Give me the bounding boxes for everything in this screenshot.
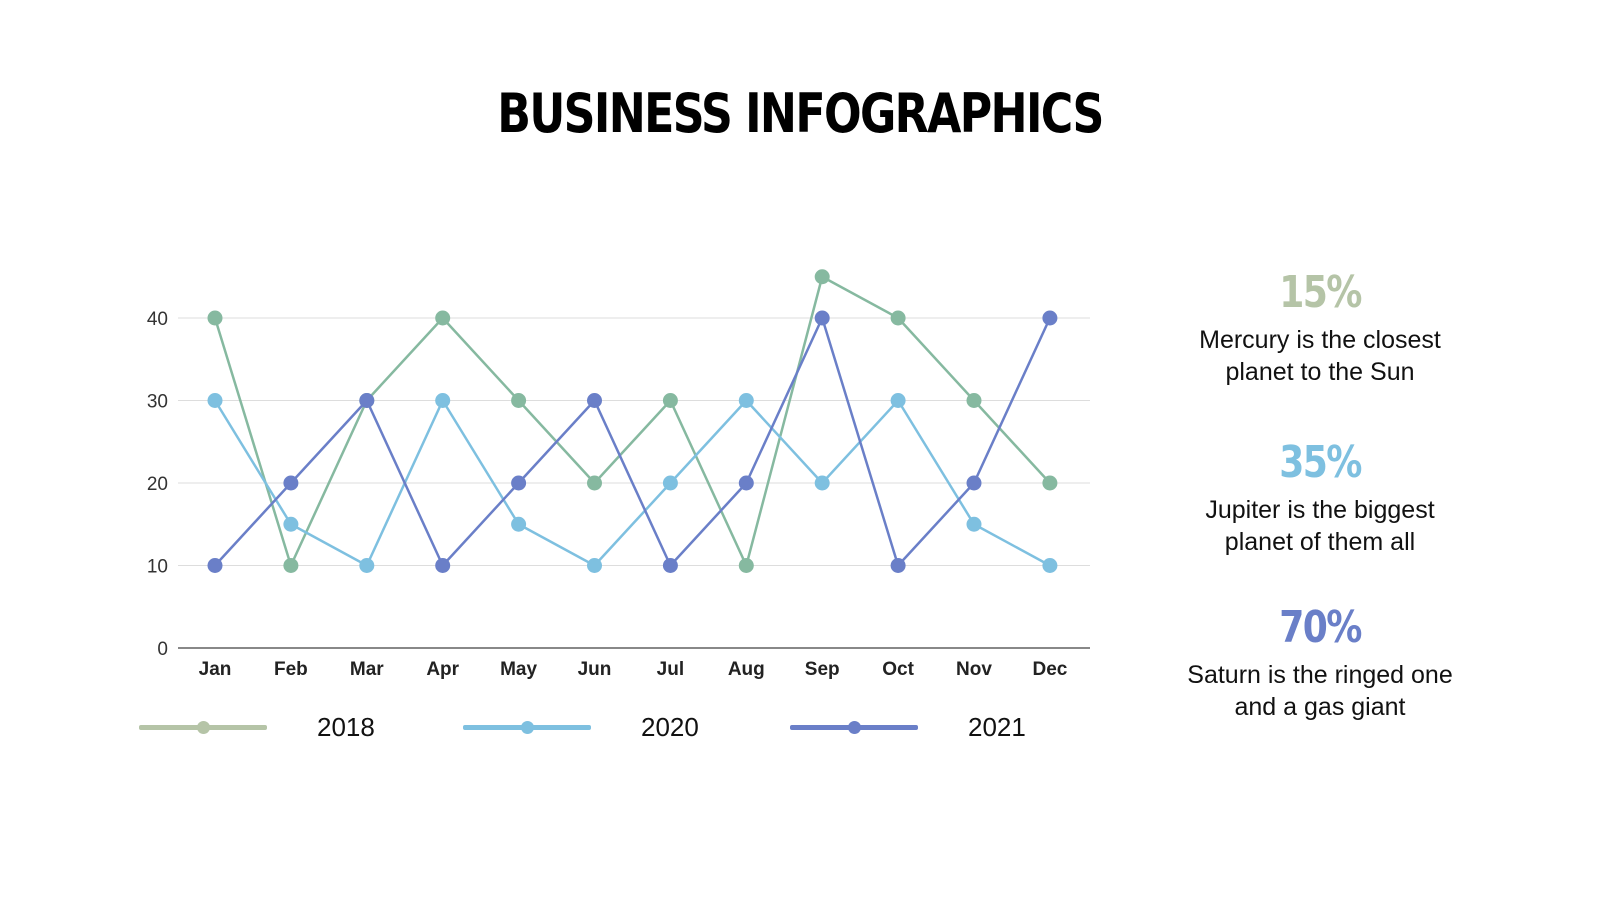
data-point-2018 bbox=[738, 558, 754, 573]
x-tick-label: May bbox=[500, 659, 537, 680]
page-title: BUSINESS INFOGRAPHICS bbox=[497, 82, 1104, 145]
data-point-2018 bbox=[890, 310, 906, 326]
legend-label-2018: 2018 bbox=[317, 712, 375, 742]
y-tick-label: 0 bbox=[157, 639, 168, 660]
x-tick-label: Apr bbox=[426, 659, 459, 680]
data-point-2020 bbox=[662, 475, 678, 491]
data-point-2021 bbox=[814, 310, 830, 326]
data-point-2021 bbox=[966, 475, 982, 491]
legend-label-2020: 2020 bbox=[641, 712, 699, 742]
data-point-2021 bbox=[511, 475, 527, 491]
x-tick-label: Jan bbox=[199, 659, 232, 680]
stat-mercury: 15% Mercury is the closest planet to the… bbox=[1170, 268, 1470, 388]
stat-text: Saturn is the ringed one and a gas giant bbox=[1187, 661, 1453, 721]
x-tick-label: Sep bbox=[805, 659, 840, 680]
data-point-2018 bbox=[662, 393, 678, 408]
data-point-2020 bbox=[587, 558, 602, 573]
data-point-2020 bbox=[814, 475, 830, 491]
data-point-2021 bbox=[738, 475, 754, 491]
x-tick-label: Dec bbox=[1032, 659, 1067, 680]
data-point-2021 bbox=[587, 393, 602, 408]
x-tick-label: Oct bbox=[882, 659, 914, 680]
data-point-2020 bbox=[511, 516, 527, 532]
data-point-2021 bbox=[283, 475, 299, 491]
data-point-2021 bbox=[359, 393, 375, 408]
series-line-2018 bbox=[213, 275, 1051, 567]
stat-value: 35% bbox=[1279, 437, 1362, 488]
data-point-2020 bbox=[890, 393, 906, 408]
data-point-2021 bbox=[662, 558, 678, 573]
legend-dot-2018 bbox=[197, 721, 210, 734]
data-point-2020 bbox=[207, 393, 223, 408]
x-tick-label: Jul bbox=[657, 659, 684, 680]
stat-text: Mercury is the closest planet to the Sun bbox=[1199, 326, 1441, 386]
y-tick-label: 40 bbox=[147, 309, 168, 330]
legend-dot-2020 bbox=[521, 721, 534, 734]
legend-label-2021: 2021 bbox=[968, 712, 1026, 742]
x-tick-label: Mar bbox=[350, 659, 384, 680]
data-point-2018 bbox=[587, 475, 602, 491]
stat-saturn: 70% Saturn is the ringed one and a gas g… bbox=[1170, 603, 1470, 723]
data-point-2020 bbox=[359, 558, 375, 573]
data-point-2018 bbox=[511, 393, 527, 408]
stat-text: Jupiter is the biggest planet of them al… bbox=[1205, 496, 1435, 556]
data-point-2018 bbox=[283, 558, 299, 573]
data-point-2020 bbox=[283, 516, 299, 532]
y-tick-label: 30 bbox=[147, 392, 168, 413]
data-point-2018 bbox=[966, 393, 982, 408]
data-point-2021 bbox=[1042, 310, 1058, 326]
data-point-2020 bbox=[435, 393, 451, 408]
data-point-2020 bbox=[966, 516, 982, 532]
y-tick-label: 20 bbox=[147, 474, 168, 495]
stat-value: 70% bbox=[1279, 602, 1362, 653]
data-point-2018 bbox=[207, 310, 223, 326]
data-point-2021 bbox=[435, 558, 451, 573]
data-point-2018 bbox=[435, 310, 451, 326]
data-point-2020 bbox=[1042, 558, 1058, 573]
series-line-2021 bbox=[214, 316, 1052, 567]
x-tick-label: Feb bbox=[274, 659, 308, 680]
data-point-2020 bbox=[738, 393, 754, 408]
x-tick-label: Nov bbox=[956, 659, 992, 680]
data-point-2021 bbox=[207, 558, 223, 573]
series-line-2020 bbox=[213, 399, 1051, 567]
data-point-2018 bbox=[1042, 475, 1058, 491]
data-point-2021 bbox=[890, 558, 906, 573]
data-point-2018 bbox=[814, 269, 830, 285]
stat-value: 15% bbox=[1279, 267, 1362, 318]
y-tick-label: 10 bbox=[147, 557, 168, 578]
x-tick-label: Jun bbox=[578, 659, 612, 680]
stat-jupiter: 35% Jupiter is the biggest planet of the… bbox=[1170, 438, 1470, 558]
x-tick-label: Aug bbox=[728, 659, 765, 680]
legend-dot-2021 bbox=[848, 721, 861, 734]
